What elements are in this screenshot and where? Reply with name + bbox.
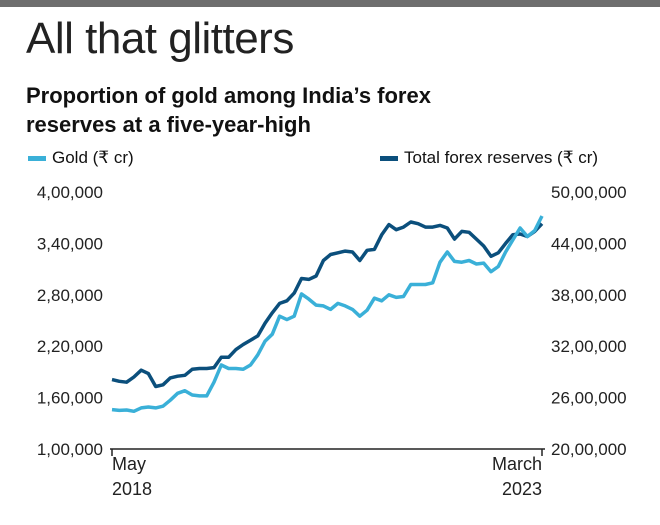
left-axis-tick-label: 1,60,000 — [37, 389, 103, 408]
legend-gold-label: Gold (₹ cr) — [52, 148, 134, 167]
right-axis-tick-label: 44,00,000 — [551, 234, 627, 253]
headline: All that glitters — [26, 14, 294, 63]
legend-gold: Gold (₹ cr) — [28, 148, 134, 168]
x-end-year: 2023 — [502, 479, 542, 499]
legend-total: Total forex reserves (₹ cr) — [380, 148, 598, 168]
x-start-year: 2018 — [112, 479, 152, 499]
right-axis-tick-label: 32,00,000 — [551, 337, 627, 356]
x-end-month: March — [492, 454, 542, 474]
series-total-forex-line — [111, 220, 544, 389]
left-axis-tick-label: 2,20,000 — [37, 337, 103, 356]
left-axis-tick-label: 2,80,000 — [37, 286, 103, 305]
left-axis-tick-label: 1,00,000 — [37, 440, 103, 459]
series-gold-line — [111, 215, 544, 414]
x-start-month: May — [112, 454, 146, 474]
legend-total-label: Total forex reserves (₹ cr) — [404, 148, 599, 167]
legend-gold-swatch — [28, 155, 46, 161]
right-axis-tick-label: 38,00,000 — [551, 286, 627, 305]
chart-subtitle: Proportion of gold among India’s forex r… — [26, 83, 431, 137]
legend-total-swatch — [380, 155, 398, 161]
top-rule — [0, 0, 660, 7]
right-axis-tick-label: 50,00,000 — [551, 183, 627, 202]
right-axis-tick-label: 26,00,000 — [551, 389, 627, 408]
left-axis-tick-label: 3,40,000 — [37, 234, 103, 253]
right-axis-tick-label: 20,00,000 — [551, 440, 627, 459]
left-axis-tick-label: 4,00,000 — [37, 183, 103, 202]
